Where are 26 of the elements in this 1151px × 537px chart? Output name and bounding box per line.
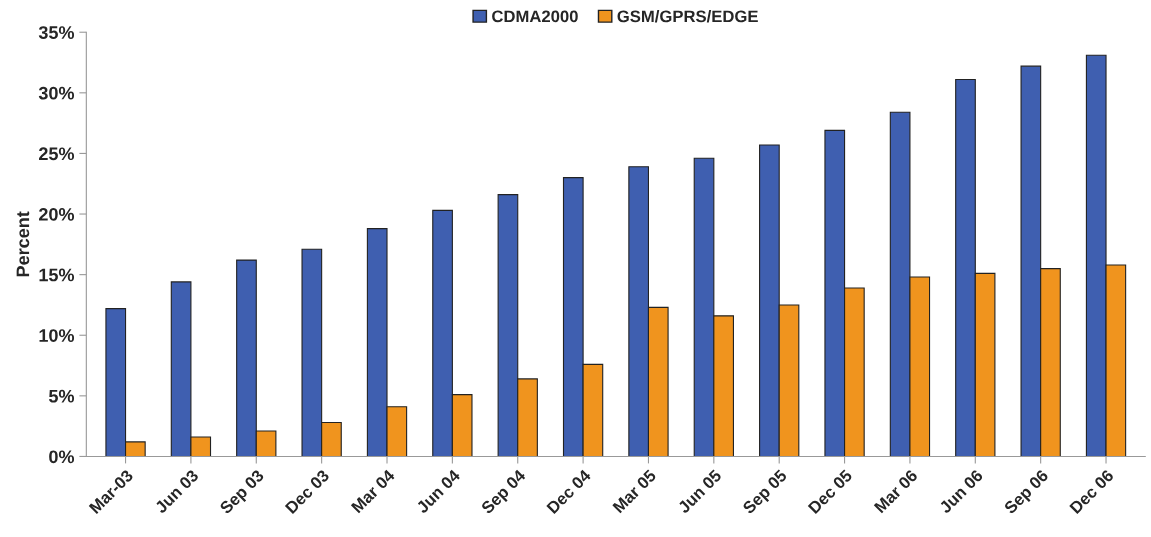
y-tick-label: 10% [39, 329, 75, 342]
y-tick-label: 5% [48, 389, 75, 403]
x-tick-label: Dec 05 [807, 468, 853, 515]
x-tick-label: Mar 06 [873, 468, 919, 514]
legend-label: CDMA2000 [492, 10, 578, 23]
x-tick-label: Jun 05 [676, 468, 723, 515]
y-tick-label: 0% [49, 450, 75, 464]
x-tick-label: Sep 04 [480, 468, 529, 517]
x-tick-label: Mar 04 [350, 468, 396, 514]
y-tick-label: 30% [38, 86, 75, 100]
legend-label: GSM/GPRS/EDGE [617, 10, 758, 23]
x-tick-label: Mar 05 [612, 468, 657, 514]
x-tick-label: Dec 03 [284, 468, 330, 515]
x-tick-label: Sep 05 [741, 468, 790, 517]
x-tick-label: Jun 04 [415, 468, 461, 515]
x-tick-label: Sep 06 [1003, 468, 1052, 517]
y-axis-title: Percent [16, 211, 30, 277]
y-tick-label: 25% [39, 147, 75, 161]
x-tick-label: Jun 03 [154, 468, 200, 515]
x-tick-label: Dec 04 [546, 468, 592, 515]
y-tick-label: 20% [39, 207, 75, 221]
x-tick-label: Sep 03 [218, 468, 267, 517]
x-tick-label: Dec 06 [1069, 468, 1115, 515]
y-tick-label: 15% [39, 268, 75, 282]
x-tick-label: Jun 06 [938, 468, 984, 515]
y-tick-label: 35% [38, 26, 75, 39]
